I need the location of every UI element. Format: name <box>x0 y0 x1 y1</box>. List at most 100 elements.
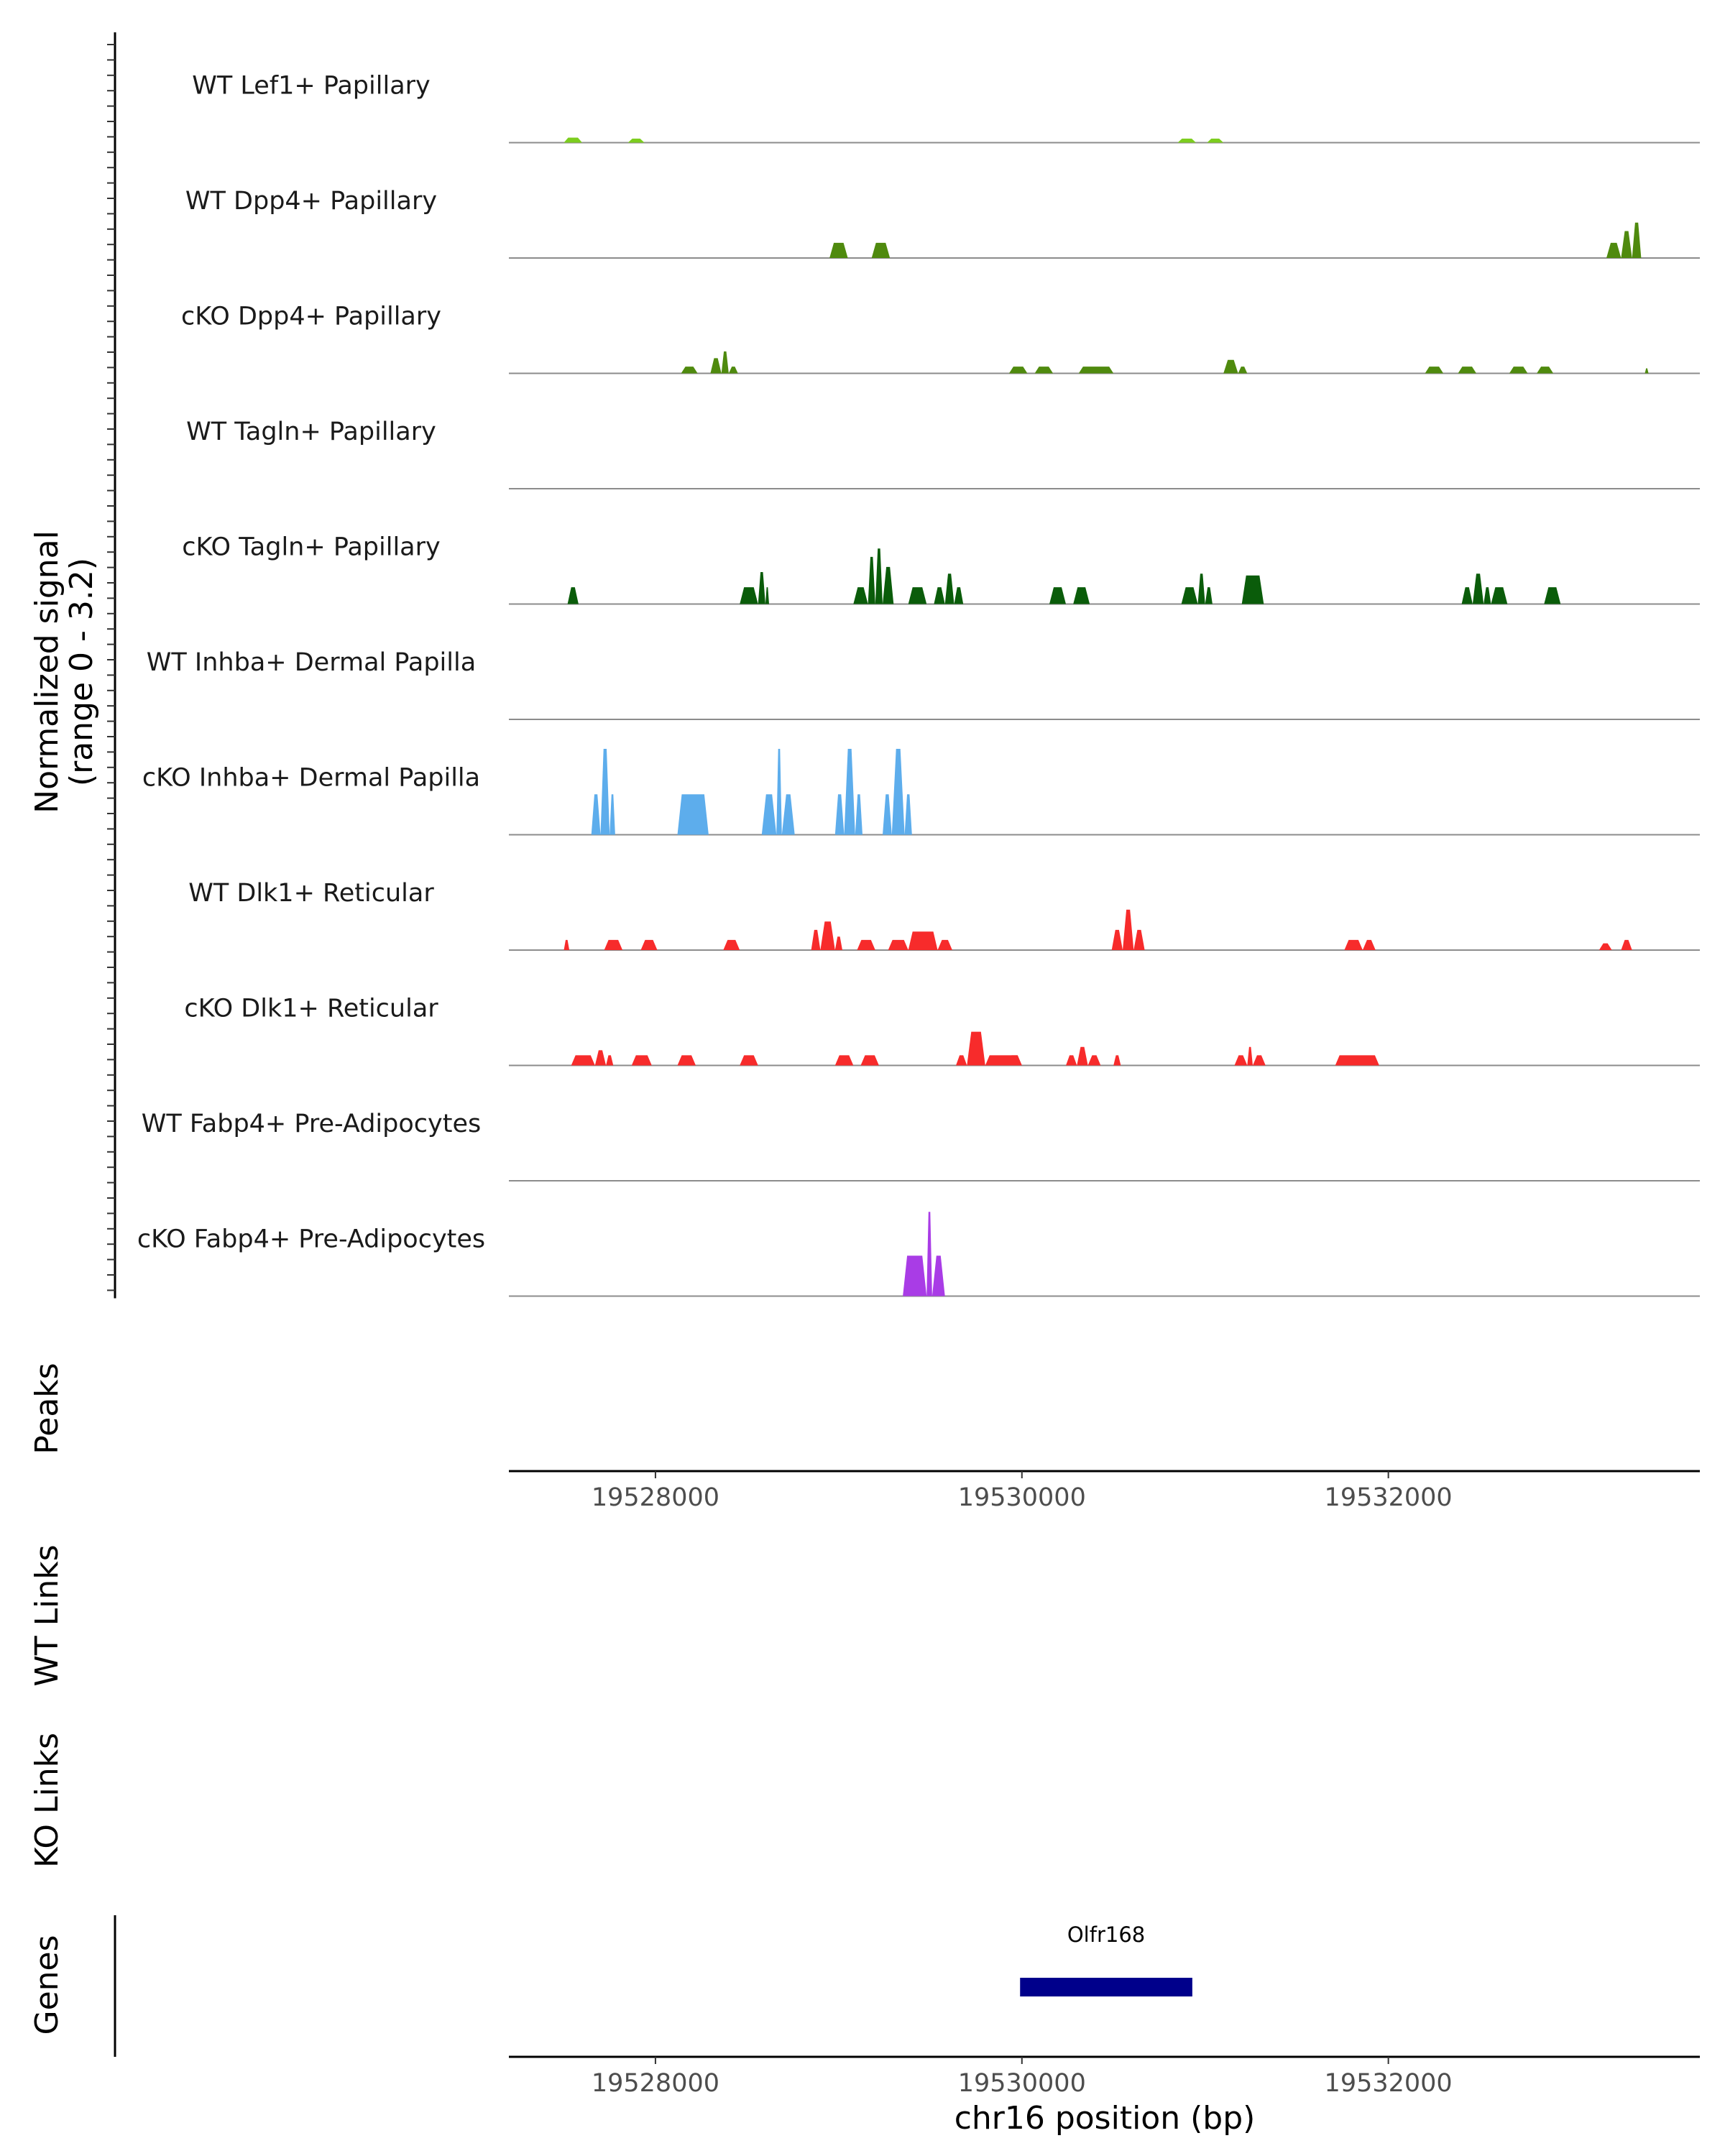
genes-x-tick-label: 19530000 <box>958 2069 1086 2098</box>
coverage-peak <box>1484 587 1491 604</box>
track-7: WT Dlk1+ Reticular <box>188 879 1700 951</box>
coverage-peak <box>944 573 954 604</box>
coverage-peak <box>868 556 875 604</box>
coverage-peak <box>954 587 964 604</box>
coverage-peak <box>761 794 777 835</box>
coverage-peak <box>908 931 938 950</box>
coverage-peak <box>1034 367 1054 374</box>
coverage-peak <box>1598 943 1612 950</box>
coverage-peak <box>591 794 601 835</box>
coverage-peak <box>604 939 623 950</box>
coverage-ylabel: Normalized signal <box>29 530 65 814</box>
peaks-x-tick-label: 19530000 <box>958 1483 1086 1512</box>
coverage-peak <box>640 939 658 950</box>
coverage-peak <box>1621 939 1632 950</box>
coverage-peak <box>891 749 905 835</box>
coverage-peak <box>1472 573 1484 604</box>
coverage-peak <box>1205 587 1213 604</box>
coverage-peak <box>1241 575 1264 604</box>
coverage-peak <box>1234 1055 1248 1066</box>
track-9: WT Fabp4+ Pre-Adipocytes <box>142 1110 1700 1181</box>
track-label: WT Inhba+ Dermal Papilla <box>147 648 476 677</box>
coverage-peak <box>1621 231 1632 258</box>
coverage-peak <box>1362 939 1376 950</box>
coverage-peak <box>627 138 645 143</box>
coverage-peak <box>1223 359 1238 374</box>
coverage-peak <box>1111 929 1123 950</box>
coverage-ylabel-range: (range 0 - 3.2) <box>63 558 100 786</box>
coverage-peak <box>926 1212 932 1296</box>
peaks-x-ticks: 19528000 19530000 19532000 <box>592 1471 1453 1512</box>
coverage-peak <box>883 566 894 604</box>
genes-label: Genes <box>29 1935 65 2035</box>
coverage-y-axis <box>107 32 116 1299</box>
track-6: cKO Inhba+ Dermal Papilla <box>142 749 1700 836</box>
coverage-peak <box>1606 242 1622 258</box>
coverage-peak <box>1073 587 1090 604</box>
coverage-peak <box>758 572 765 604</box>
coverage-peak <box>860 1055 879 1066</box>
coverage-peak <box>857 939 875 950</box>
coverage-peak <box>564 137 582 143</box>
coverage-peak <box>1123 909 1134 950</box>
coverage-peak <box>677 1055 696 1066</box>
coverage-peak <box>1238 367 1248 374</box>
coverage-peak <box>1491 587 1508 604</box>
coverage-peak <box>820 921 835 950</box>
track-label: cKO Dlk1+ Reticular <box>184 994 438 1023</box>
track-label: WT Lef1+ Papillary <box>192 71 431 100</box>
gene-body-Olfr168 <box>1020 1978 1192 1996</box>
coverage-peak <box>853 587 868 604</box>
genes-track: Olfr168 <box>1020 1922 1192 1996</box>
track-label: cKO Inhba+ Dermal Papilla <box>142 763 480 792</box>
coverage-peak <box>610 794 615 835</box>
coverage-peak <box>564 939 570 950</box>
coverage-peak <box>1335 1055 1379 1066</box>
gene-label: Olfr168 <box>1067 1922 1145 1947</box>
coverage-peak <box>1078 367 1114 374</box>
coverage-peak <box>1008 367 1028 374</box>
coverage-peak <box>740 1055 758 1066</box>
track-label: cKO Fabp4+ Pre-Adipocytes <box>137 1225 485 1253</box>
coverage-peak <box>781 794 795 835</box>
coverage-peak <box>1007 1055 1022 1066</box>
coverage-peak <box>1461 587 1473 604</box>
genes-x-tick-label: 19532000 <box>1325 2069 1453 2098</box>
peaks-label: Peaks <box>29 1363 65 1454</box>
track-10: cKO Fabp4+ Pre-Adipocytes <box>137 1212 1700 1297</box>
track-label: WT Fabp4+ Pre-Adipocytes <box>142 1110 481 1138</box>
genes-x-ticks: 19528000 19530000 19532000 <box>592 2057 1453 2098</box>
coverage-peak <box>829 242 848 258</box>
coverage-peak <box>883 794 892 835</box>
track-label: WT Dpp4+ Papillary <box>185 187 437 216</box>
coverage-peak <box>1253 1055 1266 1066</box>
coverage-peak <box>776 749 782 835</box>
coverage-peak <box>1537 367 1554 374</box>
coverage-peak <box>888 939 908 950</box>
coverage-peak <box>1077 1046 1088 1066</box>
track-2: cKO Dpp4+ Papillary <box>181 302 1700 374</box>
track-label: cKO Tagln+ Papillary <box>182 533 441 561</box>
coverage-peak <box>1113 1055 1121 1066</box>
coverage-peak <box>937 939 952 950</box>
coverage-peak <box>677 794 709 835</box>
coverage-peak <box>631 1055 652 1066</box>
coverage-peak <box>908 587 927 604</box>
coverage-peak <box>728 367 738 374</box>
coverage-peak <box>571 1055 595 1066</box>
coverage-peak <box>932 1256 945 1296</box>
coverage-peak <box>834 1055 854 1066</box>
coverage-peak <box>811 929 821 950</box>
coverage-peak <box>1197 573 1205 604</box>
coverage-peak <box>1247 1046 1253 1066</box>
coverage-peak <box>1181 587 1198 604</box>
coverage-peak <box>871 242 891 258</box>
coverage-peak <box>1049 587 1066 604</box>
peaks-x-tick-label: 19528000 <box>592 1483 719 1512</box>
coverage-peak <box>834 794 845 835</box>
track-8: cKO Dlk1+ Reticular <box>184 994 1700 1067</box>
ko-links-label: KO Links <box>29 1733 65 1868</box>
coverage-peak <box>740 587 758 604</box>
coverage-peak <box>567 587 579 604</box>
